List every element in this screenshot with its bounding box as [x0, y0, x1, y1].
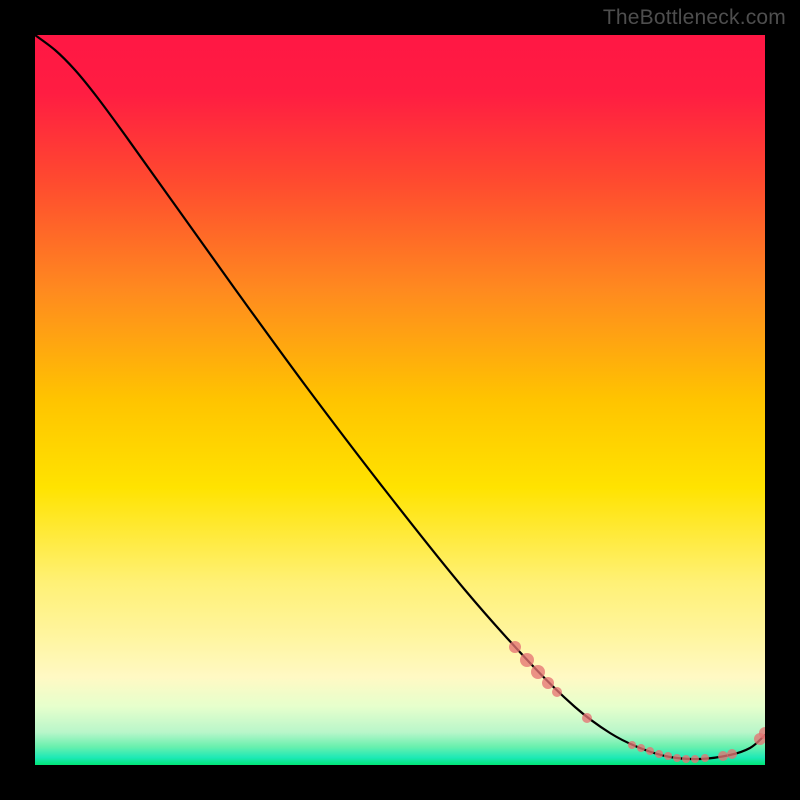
curve-marker: [531, 665, 545, 679]
curve-marker: [646, 747, 654, 755]
curve-marker: [628, 741, 636, 749]
curve-marker: [509, 641, 521, 653]
curve-marker: [542, 677, 554, 689]
curve-marker: [655, 750, 663, 758]
curve-marker: [637, 744, 645, 752]
curve-marker: [582, 713, 592, 723]
curve-marker: [701, 754, 709, 762]
curve-marker: [718, 751, 728, 761]
curve-marker: [727, 749, 737, 759]
marker-group: [509, 641, 765, 763]
curve-marker: [673, 754, 681, 762]
curve-marker: [682, 755, 690, 763]
curve-marker: [664, 752, 672, 760]
chart-plot-area: [35, 35, 765, 765]
curve-marker: [520, 653, 534, 667]
curve-marker: [691, 755, 699, 763]
curve-marker: [552, 687, 562, 697]
bottleneck-curve: [35, 35, 765, 759]
chart-curve-layer: [35, 35, 765, 765]
watermark-text: TheBottleneck.com: [603, 6, 786, 30]
